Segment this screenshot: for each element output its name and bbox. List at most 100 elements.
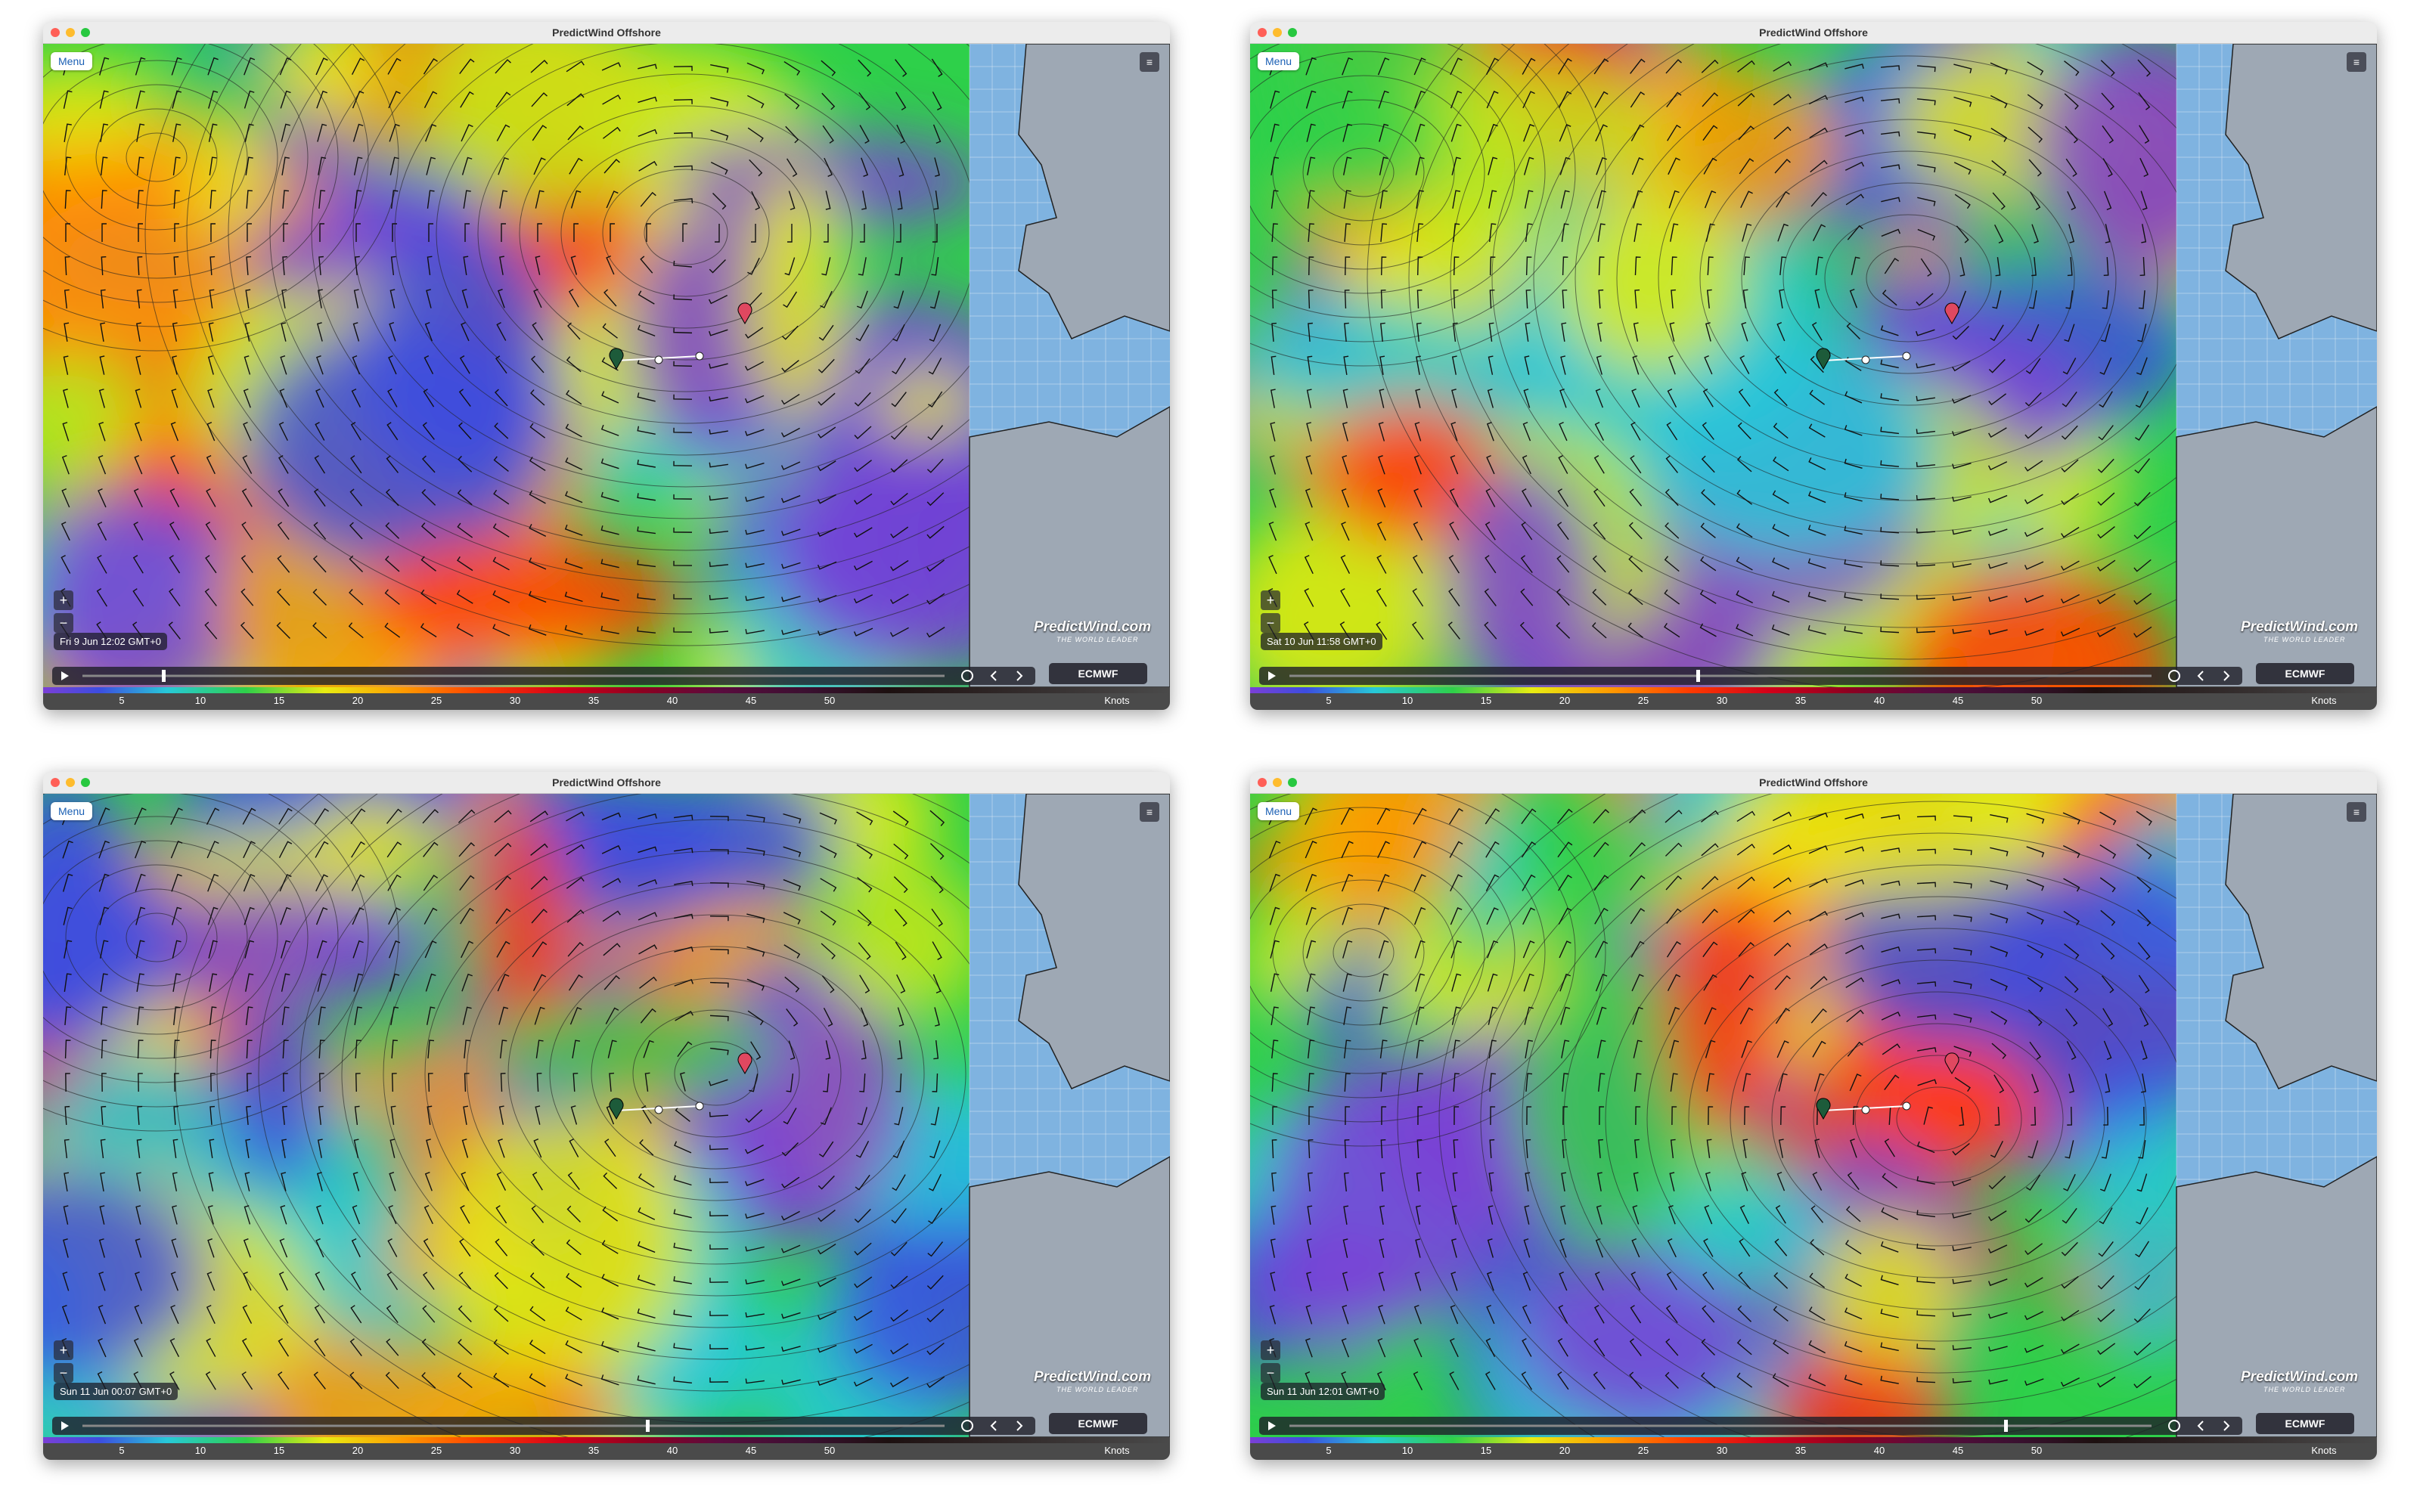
layers-button[interactable]: ≡: [1140, 802, 1159, 822]
zoom-out[interactable]: −: [1261, 1363, 1280, 1383]
start-pin[interactable]: [1816, 1098, 1831, 1120]
wind-barb: [673, 427, 693, 433]
next-button[interactable]: [2223, 671, 2230, 681]
wind-barb: [355, 1073, 361, 1092]
wind-barb: [1665, 522, 1680, 539]
waypoint[interactable]: [1861, 1105, 1870, 1114]
window-control[interactable]: [1273, 778, 1282, 787]
wind-barb: [316, 1205, 324, 1225]
layers-button[interactable]: ≡: [1140, 52, 1159, 72]
play-button[interactable]: [61, 671, 69, 680]
end-pin[interactable]: [737, 302, 752, 325]
legend-label: 50: [824, 1445, 836, 1456]
play-button[interactable]: [1268, 671, 1276, 680]
wind-barb: [929, 324, 942, 342]
wind-barb: [390, 1105, 396, 1125]
start-pin[interactable]: [609, 1098, 624, 1120]
window-control[interactable]: [66, 778, 75, 787]
zoom-out[interactable]: −: [1261, 613, 1280, 633]
loop-button[interactable]: [961, 1420, 973, 1432]
window-control[interactable]: [1258, 28, 1267, 37]
menu-button[interactable]: Menu: [51, 52, 93, 70]
loop-button[interactable]: [2168, 670, 2180, 682]
zoom-out[interactable]: −: [54, 1363, 73, 1383]
menu-button[interactable]: Menu: [1258, 802, 1300, 820]
zoom-in[interactable]: +: [54, 1340, 73, 1360]
window-control[interactable]: [1258, 778, 1267, 787]
waypoint[interactable]: [654, 355, 663, 364]
wind-barb: [2136, 357, 2148, 376]
window-control[interactable]: [81, 28, 90, 37]
wind-barb: [932, 124, 942, 144]
legend-label: 40: [666, 1445, 678, 1456]
waypoint[interactable]: [695, 1101, 704, 1111]
wind-barb: [1779, 256, 1787, 276]
next-button[interactable]: [1016, 671, 1023, 681]
tagline: THE WORLD LEADER: [1056, 1386, 1139, 1393]
wind-barb: [603, 974, 620, 990]
loop-button[interactable]: [961, 670, 973, 682]
window-control[interactable]: [1273, 28, 1282, 37]
wind-barb: [637, 358, 656, 370]
end-pin[interactable]: [1944, 1052, 1959, 1075]
prev-button[interactable]: [990, 1421, 997, 1431]
wind-barb: [1916, 1377, 1936, 1383]
zoom-in[interactable]: +: [1261, 1340, 1280, 1360]
wind-barb: [1521, 841, 1536, 858]
zoom-out[interactable]: −: [54, 613, 73, 633]
zoom-in[interactable]: +: [54, 590, 73, 610]
end-pin[interactable]: [1944, 302, 1959, 325]
wind-barb: [679, 1072, 686, 1092]
wind-barb: [1308, 290, 1314, 309]
start-pin[interactable]: [1816, 348, 1831, 370]
model-selector[interactable]: ECMWF: [1049, 1413, 1147, 1434]
wind-barb: [1343, 1006, 1352, 1025]
model-selector[interactable]: ECMWF: [2256, 663, 2354, 684]
window-control[interactable]: [1288, 778, 1297, 787]
wind-barb: [1953, 1046, 1972, 1057]
menu-button[interactable]: Menu: [51, 802, 93, 820]
wind-barb: [1778, 1073, 1788, 1092]
window-control[interactable]: [51, 28, 60, 37]
window-control[interactable]: [81, 778, 90, 787]
zoom-in[interactable]: +: [1261, 590, 1280, 610]
waypoint[interactable]: [695, 352, 704, 361]
window-control[interactable]: [51, 778, 60, 787]
waypoint[interactable]: [1902, 352, 1911, 361]
start-pin[interactable]: [609, 348, 624, 370]
timeline-handle[interactable]: [162, 670, 166, 682]
waypoint[interactable]: [1861, 355, 1870, 364]
timeline-handle[interactable]: [2004, 1420, 2008, 1432]
wind-barb: [1916, 293, 1934, 306]
next-button[interactable]: [2223, 1421, 2230, 1431]
timeline-handle[interactable]: [1696, 670, 1700, 682]
layers-button[interactable]: ≡: [2347, 802, 2366, 822]
menu-button[interactable]: Menu: [1258, 52, 1300, 70]
prev-button[interactable]: [2197, 671, 2204, 681]
waypoint[interactable]: [654, 1105, 663, 1114]
waypoint[interactable]: [1902, 1101, 1911, 1111]
wind-barb: [855, 1140, 870, 1158]
wind-barb: [2027, 977, 2043, 993]
play-button[interactable]: [61, 1421, 69, 1430]
end-pin[interactable]: [737, 1052, 752, 1075]
window-control[interactable]: [1288, 28, 1297, 37]
window-control[interactable]: [66, 28, 75, 37]
wind-barb: [135, 1272, 142, 1291]
loop-button[interactable]: [2168, 1420, 2180, 1432]
model-selector[interactable]: ECMWF: [1049, 663, 1147, 684]
next-button[interactable]: [1016, 1421, 1023, 1431]
wind-barb: [315, 388, 324, 408]
wind-barb: [780, 494, 801, 503]
wind-barb: [492, 624, 510, 637]
prev-button[interactable]: [990, 671, 997, 681]
play-button[interactable]: [1268, 1421, 1276, 1430]
color-legend: 5 10 15 20 25 30 35 40 45 50 Knots: [1250, 687, 2377, 710]
model-selector[interactable]: ECMWF: [2256, 1413, 2354, 1434]
wind-barb: [1417, 1106, 1423, 1126]
wind-barb: [1485, 1337, 1496, 1357]
prev-button[interactable]: [2197, 1421, 2204, 1431]
timeline-handle[interactable]: [646, 1420, 650, 1432]
wind-barb: [1880, 1309, 1899, 1318]
layers-button[interactable]: ≡: [2347, 52, 2366, 72]
